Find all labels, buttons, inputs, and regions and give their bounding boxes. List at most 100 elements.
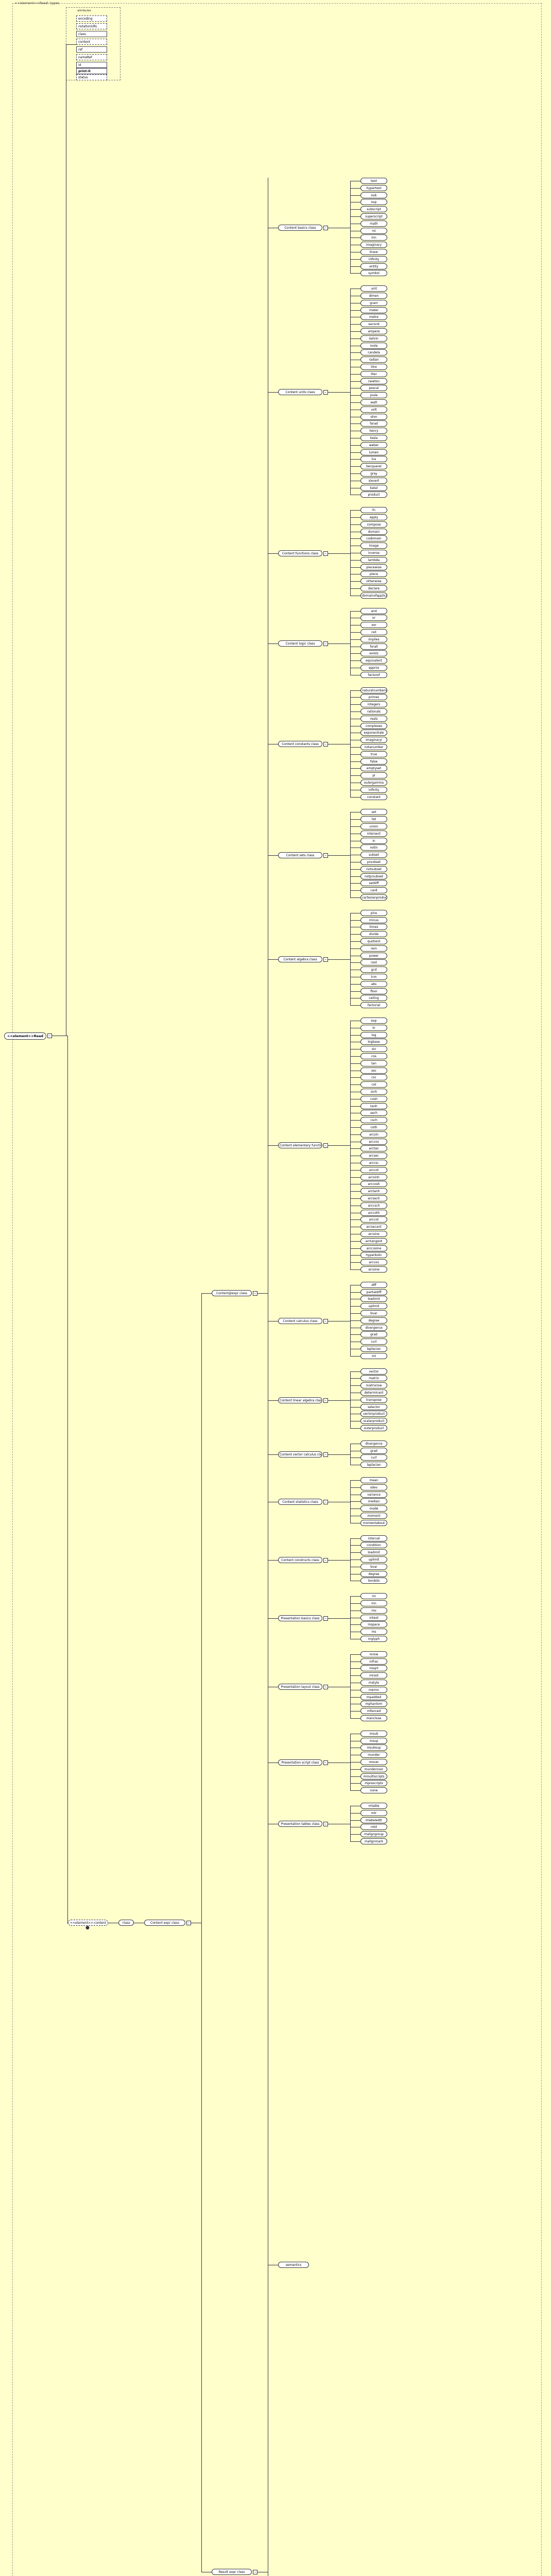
leaf-node-7-17[interactable]: arccos — [360, 1139, 387, 1145]
leaf-node-4-13[interactable]: eulergamma — [360, 779, 387, 786]
group-expander-5[interactable]: – — [323, 853, 328, 858]
group-expander-2[interactable]: – — [323, 551, 328, 556]
leaf-node-7-4[interactable]: sin — [360, 1046, 387, 1052]
leaf-node-1-3[interactable]: meter — [360, 307, 387, 313]
leaf-node-1-23[interactable]: lumen — [360, 449, 387, 455]
leaf-node-7-24[interactable]: arctanh — [360, 1188, 387, 1194]
leaf-node-1-14[interactable]: pascal — [360, 385, 387, 391]
branch-node-result-expr-class[interactable]: Result expr class — [212, 2569, 252, 2575]
leaf-node-8-4[interactable]: bvar — [360, 1310, 387, 1316]
leaf-node-11-4[interactable]: mode — [360, 1505, 387, 1512]
leaf-node-10-0[interactable]: divergence — [360, 1440, 387, 1447]
leaf-node-4-9[interactable]: true — [360, 751, 387, 757]
leaf-node-8-0[interactable]: diff — [360, 1282, 387, 1288]
leaf-node-8-3[interactable]: uplimit — [360, 1303, 387, 1309]
leaf-node-3-3[interactable]: not — [360, 629, 387, 635]
leaf-node-7-19[interactable]: arcsec — [360, 1153, 387, 1159]
leaf-node-9-5[interactable]: selector — [360, 1404, 387, 1410]
leaf-node-8-9[interactable]: laplacian — [360, 1346, 387, 1352]
expander-content-expr-class[interactable]: – — [186, 1921, 191, 1925]
group-expander-16[interactable]: – — [323, 1822, 328, 1826]
leaf-node-7-12[interactable]: tanh — [360, 1103, 387, 1109]
leaf-node-1-8[interactable]: mole — [360, 343, 387, 349]
leaf-node-7-14[interactable]: csch — [360, 1117, 387, 1123]
attribute-id[interactable]: id — [76, 62, 107, 68]
leaf-node-7-26[interactable]: arccsch — [360, 1202, 387, 1209]
leaf-node-5-7[interactable]: prsubset — [360, 859, 387, 865]
leaf-node-8-7[interactable]: grad — [360, 1331, 387, 1337]
leaf-node-1-25[interactable]: becquerel — [360, 463, 387, 469]
leaf-node-3-2[interactable]: xor — [360, 622, 387, 628]
leaf-node-15-3[interactable]: munder — [360, 1752, 387, 1758]
attribute-notationURL[interactable]: notationURL — [76, 23, 107, 29]
leaf-node-7-23[interactable]: arccosh — [360, 1181, 387, 1187]
leaf-node-16-1[interactable]: mtr — [360, 1810, 387, 1816]
leaf-node-7-7[interactable]: sec — [360, 1067, 387, 1074]
attribute-print-it[interactable]: print-it — [76, 68, 107, 74]
group-node-5[interactable]: Content sets class — [278, 852, 322, 858]
leaf-node-7-16[interactable]: arcsin — [360, 1131, 387, 1138]
leaf-node-0-5[interactable]: superscript — [360, 213, 387, 219]
leaf-node-11-5[interactable]: moment — [360, 1513, 387, 1519]
leaf-node-1-1[interactable]: dimen — [360, 293, 387, 299]
leaf-node-7-21[interactable]: arccot — [360, 1167, 387, 1173]
leaf-node-4-12[interactable]: pi — [360, 772, 387, 778]
leaf-node-5-11[interactable]: card — [360, 887, 387, 893]
leaf-node-0-6[interactable]: math — [360, 221, 387, 227]
leaf-node-16-0[interactable]: mtable — [360, 1803, 387, 1809]
leaf-node-3-0[interactable]: and — [360, 608, 387, 614]
leaf-node-6-6[interactable]: power — [360, 953, 387, 959]
group-expander-12[interactable]: – — [323, 1558, 328, 1563]
leaf-node-4-10[interactable]: false — [360, 758, 387, 765]
leaf-node-7-18[interactable]: arctan — [360, 1145, 387, 1151]
leaf-node-1-12[interactable]: liter — [360, 371, 387, 377]
expander-content-at-expr-class[interactable]: – — [253, 1291, 257, 1296]
group-node-13[interactable]: Presentation basics class — [278, 1615, 322, 1621]
leaf-node-9-8[interactable]: outerproduct — [360, 1425, 387, 1431]
group-expander-4[interactable]: – — [323, 742, 328, 747]
leaf-node-16-5[interactable]: malignmark — [360, 1838, 387, 1844]
leaf-node-12-6[interactable]: tendsto — [360, 1578, 387, 1584]
leaf-node-6-2[interactable]: times — [360, 924, 387, 930]
leaf-node-2-1[interactable]: apply — [360, 514, 387, 520]
leaf-node-4-7[interactable]: imaginaryi — [360, 737, 387, 743]
leaf-node-4-2[interactable]: integers — [360, 701, 387, 707]
attribute-class[interactable]: class — [76, 31, 107, 37]
leaf-node-7-1[interactable]: ln — [360, 1025, 387, 1031]
leaf-node-0-1[interactable]: hypertext — [360, 185, 387, 191]
leaf-node-13-1[interactable]: mn — [360, 1600, 387, 1606]
leaf-node-15-2[interactable]: msubsup — [360, 1744, 387, 1751]
leaf-node-5-3[interactable]: intersect — [360, 831, 387, 837]
leaf-node-14-0[interactable]: mrow — [360, 1651, 387, 1657]
leaf-node-14-9[interactable]: menclose — [360, 1715, 387, 1721]
leaf-node-0-9[interactable]: imaginary — [360, 242, 387, 248]
leaf-node-3-5[interactable]: forall — [360, 643, 387, 650]
leaf-node-1-11[interactable]: litre — [360, 364, 387, 370]
leaf-node-12-1[interactable]: condition — [360, 1542, 387, 1548]
leaf-node-8-10[interactable]: int — [360, 1353, 387, 1359]
leaf-node-3-1[interactable]: or — [360, 615, 387, 621]
leaf-node-15-6[interactable]: mmultiscripts — [360, 1773, 387, 1780]
leaf-node-13-6[interactable]: mglyph — [360, 1636, 387, 1642]
leaf-node-8-1[interactable]: partialdiff — [360, 1289, 387, 1295]
leaf-node-1-17[interactable]: volt — [360, 406, 387, 413]
group-node-11[interactable]: Content statistics class — [278, 1499, 322, 1505]
group-node-1[interactable]: Content units class — [278, 389, 322, 395]
leaf-node-9-4[interactable]: transpose — [360, 1397, 387, 1403]
leaf-node-14-8[interactable]: mfenced — [360, 1708, 387, 1714]
leaf-node-5-9[interactable]: notprsubset — [360, 873, 387, 879]
leaf-node-7-15[interactable]: coth — [360, 1124, 387, 1130]
leaf-node-1-4[interactable]: metre — [360, 314, 387, 320]
leaf-node-0-3[interactable]: sup — [360, 199, 387, 205]
leaf-node-6-10[interactable]: abs — [360, 981, 387, 987]
leaf-node-4-4[interactable]: reals — [360, 716, 387, 722]
leaf-node-15-0[interactable]: msub — [360, 1731, 387, 1737]
leaf-node-6-5[interactable]: rem — [360, 945, 387, 952]
leaf-node-3-8[interactable]: approx — [360, 665, 387, 671]
leaf-node-6-9[interactable]: lcm — [360, 974, 387, 980]
leaf-node-1-19[interactable]: farad — [360, 420, 387, 427]
leaf-node-7-9[interactable]: cot — [360, 1081, 387, 1088]
leaf-node-5-10[interactable]: setdiff — [360, 880, 387, 886]
leaf-node-1-16[interactable]: watt — [360, 399, 387, 405]
leaf-node-15-7[interactable]: mprescripts — [360, 1780, 387, 1786]
